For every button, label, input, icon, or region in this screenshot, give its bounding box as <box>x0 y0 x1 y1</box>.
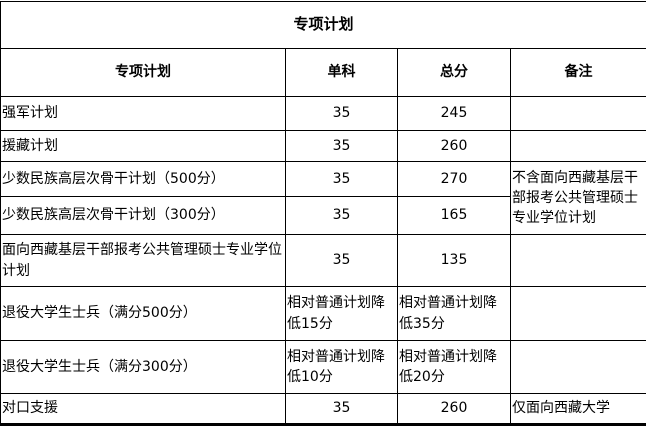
col-header-plan: 专项计划 <box>1 49 286 97</box>
total-score-cell: 270 <box>398 162 511 197</box>
total-score-cell: 相对普通计划降低20分 <box>398 341 511 394</box>
subject-score-cell: 相对普通计划降低10分 <box>286 341 398 394</box>
table-row: 强军计划 35 245 <box>1 97 646 131</box>
note-cell <box>511 341 646 394</box>
table-row: 援藏计划 35 260 <box>1 131 646 162</box>
total-score-cell: 260 <box>398 131 511 162</box>
subject-score-cell: 相对普通计划降低15分 <box>286 287 398 341</box>
table-row: 少数民族高层次骨干计划（500分） 35 270 不含面向西藏基层干部报考公共管… <box>1 162 646 197</box>
table-header-row: 专项计划 单科 总分 备注 <box>1 49 646 97</box>
subject-score-cell: 35 <box>286 162 398 197</box>
table-row: 面向西藏基层干部报考公共管理硕士专业学位计划 35 135 <box>1 235 646 287</box>
subject-score-cell: 35 <box>286 131 398 162</box>
plan-name-cell: 退役大学生士兵（满分300分） <box>1 341 286 394</box>
subject-score-cell: 35 <box>286 235 398 287</box>
note-cell <box>511 97 646 131</box>
table-row: 对口支援 35 260 仅面向西藏大学 <box>1 394 646 425</box>
table-title: 专项计划 <box>1 2 646 49</box>
subject-score-cell: 35 <box>286 197 398 235</box>
note-cell <box>511 235 646 287</box>
plan-name-cell: 援藏计划 <box>1 131 286 162</box>
table-row: 退役大学生士兵（满分500分） 相对普通计划降低15分 相对普通计划降低35分 <box>1 287 646 341</box>
total-score-cell: 245 <box>398 97 511 131</box>
table-title-row: 专项计划 <box>1 2 646 49</box>
subject-score-cell: 35 <box>286 97 398 131</box>
plan-name-cell: 面向西藏基层干部报考公共管理硕士专业学位计划 <box>1 235 286 287</box>
plan-name-cell: 对口支援 <box>1 394 286 425</box>
plan-name-cell: 强军计划 <box>1 97 286 131</box>
subject-score-cell: 35 <box>286 394 398 425</box>
total-score-cell: 相对普通计划降低35分 <box>398 287 511 341</box>
total-score-cell: 260 <box>398 394 511 425</box>
total-score-cell: 135 <box>398 235 511 287</box>
note-cell <box>511 131 646 162</box>
note-cell <box>511 287 646 341</box>
note-cell: 仅面向西藏大学 <box>511 394 646 425</box>
plan-name-cell: 少数民族高层次骨干计划（300分） <box>1 197 286 235</box>
table-row: 退役大学生士兵（满分300分） 相对普通计划降低10分 相对普通计划降低20分 <box>1 341 646 394</box>
col-header-total: 总分 <box>398 49 511 97</box>
total-score-cell: 165 <box>398 197 511 235</box>
col-header-subject: 单科 <box>286 49 398 97</box>
plan-name-cell: 少数民族高层次骨干计划（500分） <box>1 162 286 197</box>
note-cell-merged: 不含面向西藏基层干部报考公共管理硕士专业学位计划 <box>511 162 646 235</box>
col-header-note: 备注 <box>511 49 646 97</box>
plan-name-cell: 退役大学生士兵（满分500分） <box>1 287 286 341</box>
